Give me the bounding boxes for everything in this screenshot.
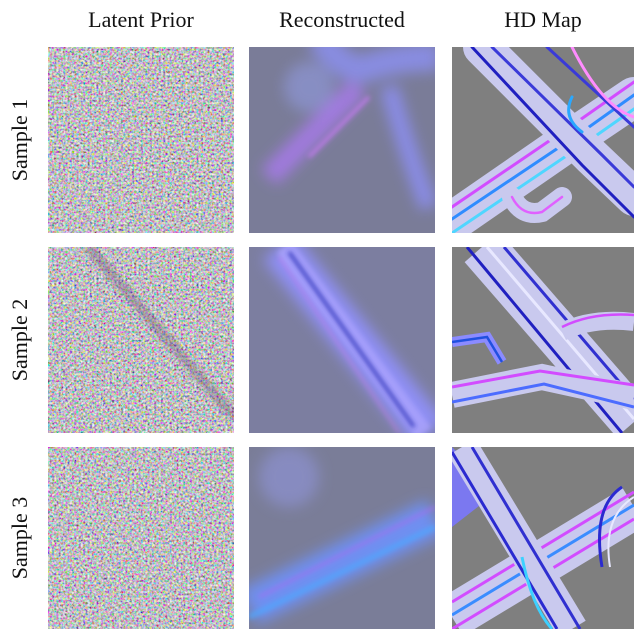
reconstructed-image (249, 247, 435, 433)
column-header: HD Map (504, 7, 582, 32)
latent-image (48, 247, 234, 433)
hd-map-image (452, 447, 634, 629)
hd-map-image (452, 247, 634, 433)
latent-image (48, 47, 234, 233)
hd-map-image (452, 47, 634, 233)
row-label: Sample 3 (7, 497, 32, 580)
latent-image (48, 447, 234, 629)
row-label: Sample 2 (7, 299, 32, 382)
reconstructed-image (249, 447, 435, 629)
column-header: Latent Prior (88, 7, 194, 32)
figure: Latent Prior Reconstructed HD Map Sample… (0, 0, 634, 629)
column-header: Reconstructed (279, 7, 405, 32)
row-label: Sample 1 (7, 99, 32, 182)
reconstructed-image (249, 37, 439, 233)
